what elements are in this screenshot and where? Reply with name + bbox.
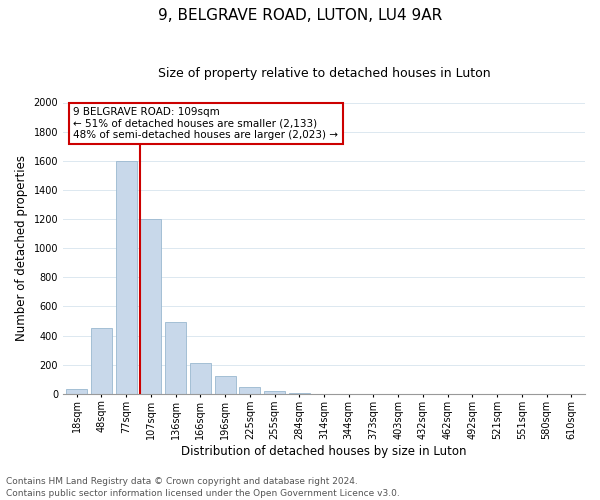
Bar: [66, 389, 87, 394]
Text: Contains HM Land Registry data © Crown copyright and database right 2024.
Contai: Contains HM Land Registry data © Crown c…: [6, 476, 400, 498]
Text: 9, BELGRAVE ROAD, LUTON, LU4 9AR: 9, BELGRAVE ROAD, LUTON, LU4 9AR: [158, 8, 442, 22]
Title: Size of property relative to detached houses in Luton: Size of property relative to detached ho…: [158, 68, 490, 80]
Bar: [289, 393, 310, 394]
Bar: [116, 161, 137, 394]
Bar: [215, 376, 236, 394]
Bar: [190, 364, 211, 394]
Bar: [165, 322, 186, 394]
Y-axis label: Number of detached properties: Number of detached properties: [15, 155, 28, 341]
Bar: [239, 388, 260, 394]
X-axis label: Distribution of detached houses by size in Luton: Distribution of detached houses by size …: [181, 444, 467, 458]
Bar: [91, 328, 112, 394]
Bar: [264, 391, 285, 394]
Bar: [140, 219, 161, 394]
Text: 9 BELGRAVE ROAD: 109sqm
← 51% of detached houses are smaller (2,133)
48% of semi: 9 BELGRAVE ROAD: 109sqm ← 51% of detache…: [73, 107, 338, 140]
